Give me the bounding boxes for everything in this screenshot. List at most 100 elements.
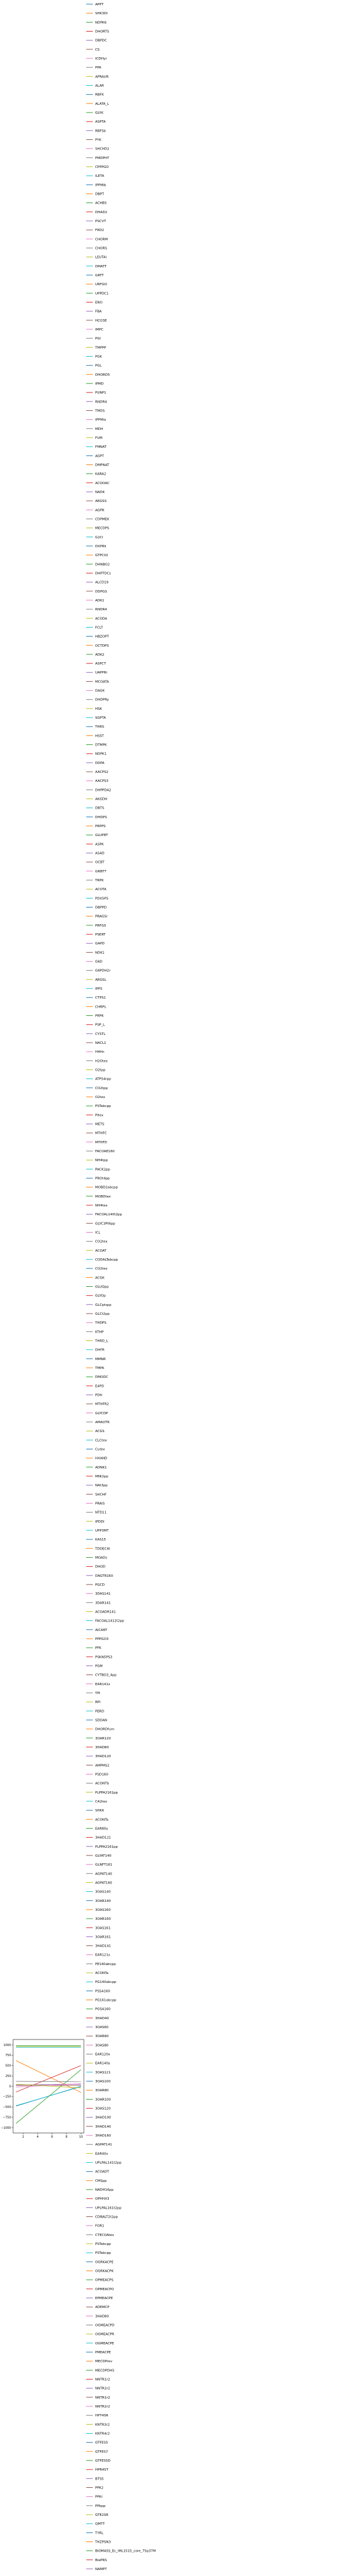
legend-label: MOADs (95, 1556, 107, 1560)
legend-label: CMSpp (95, 2179, 107, 2183)
legend-label: ACOADR141 (95, 1610, 116, 1614)
legend-item: PERD (86, 1710, 104, 1713)
legend-label: PLPPA2161pp (95, 1791, 118, 1795)
legend-item: 3HAD160 (86, 2134, 111, 2138)
legend-label: 3DAR141 (95, 1601, 111, 1605)
legend-label: PPbpp (95, 2505, 106, 2508)
legend-label: THRD_L (95, 1339, 109, 1343)
legend-label: ACHBS (95, 202, 107, 205)
legend-item: PACK2pp (86, 1168, 110, 1171)
legend-item: PLPPA2161pp (86, 1845, 118, 1849)
legend-item: NDPK6 (86, 21, 107, 24)
legend-label: PGSA160 (95, 2008, 111, 2011)
legend-label: 3OAR160 (95, 1917, 111, 1921)
legend-item: PFK (86, 1646, 102, 1650)
legend-label: ACODA (95, 617, 107, 620)
legend-label: GLCt2pp (95, 1312, 110, 1316)
legend-label: PDX5PS (95, 897, 108, 900)
legend-item: DHDPRy (86, 698, 109, 702)
legend-item: UPLPAL161t2pp (86, 2206, 122, 2210)
legend-item: ADEMCP (86, 2306, 109, 2309)
y-tick-label: −1000 (1, 2126, 11, 2130)
series-line-1 (15, 2065, 81, 2092)
legend-label: PMDPHT (95, 157, 109, 160)
legend-label: HBZOPT (95, 635, 109, 639)
y-tick-label: 500 (5, 2064, 11, 2068)
legend-label: FUM (95, 436, 102, 440)
legend-label: MTHFD (95, 1141, 107, 1144)
legend-label: RBFSb (95, 129, 106, 133)
legend-label: FCLT (95, 626, 103, 629)
legend-item: TRPK (86, 879, 104, 882)
legend-label: PRPK (95, 1015, 104, 1018)
legend-label: TDDEC4t (95, 1547, 111, 1551)
legend-item: 3OAS100 (86, 2080, 111, 2084)
legend-item: PG161abcpp (86, 1999, 117, 2003)
legend-item: ICDHyr (86, 57, 107, 61)
legend-label: TYRL (95, 2531, 104, 2535)
legend-label: PACK2pp (95, 1168, 110, 1171)
legend-item: GLNFT161 (86, 1863, 112, 1867)
legend-item: H2Otex (86, 1059, 108, 1063)
legend-label: OGMEACPR (95, 2333, 114, 2337)
legend-item: OGRKACPK (86, 2270, 114, 2274)
legend-label: AACPS3 (95, 779, 109, 783)
legend-label: 3HAD40 (95, 2017, 109, 2020)
legend-item: UPP3MT (86, 1529, 109, 1533)
legend-item: CTPS1 (86, 996, 106, 1000)
legend-label: MTHFC (95, 1132, 107, 1136)
legend-label: PSTabcpp (95, 2251, 111, 2255)
legend-item: PROt4pp (86, 1177, 110, 1181)
legend-label: AGPR (95, 509, 104, 512)
legend-label: EAR121x (95, 1954, 111, 1957)
legend-label: CDPMEK (95, 517, 109, 521)
legend-label: PSTabcpp (95, 1105, 111, 1108)
legend-item: DHFR (86, 1349, 105, 1352)
legend-item: RNDR4 (86, 608, 107, 612)
legend-item: 3OAS120 (86, 2107, 111, 2111)
legend-item: KTHP (86, 1330, 104, 1334)
legend-label: PLPPA2161pp (95, 1845, 118, 1849)
legend-label: NNTR2r2 (95, 2387, 110, 2391)
legend-label: E4PD (95, 1384, 104, 1388)
legend-label: UPPDC1 (95, 292, 109, 295)
legend-label: GLUQpp (95, 1286, 109, 1289)
y-tick-label: −500 (3, 2106, 11, 2109)
legend-item: O2tex (86, 1096, 105, 1099)
legend-item: NAt3pp (86, 1484, 108, 1487)
legend-item: PGM (86, 1664, 103, 1668)
legend-item: PGCD (86, 1583, 105, 1587)
legend-item: ASAD (86, 852, 105, 856)
legend-item: DBTS (86, 807, 105, 810)
legend-item: OGMEACPE (86, 2342, 114, 2346)
legend-label: 3HAD100 (95, 2116, 111, 2120)
legend-item: THZPSN3 (86, 2541, 111, 2544)
legend-item: PSTabcpp (86, 2243, 111, 2246)
legend-label: DHAD2 (95, 211, 107, 214)
legend-label: MECDPrev (95, 2360, 112, 2363)
legend-item: FACOAL1412t2pp (86, 1620, 124, 1623)
legend-label: H4Hn (95, 1050, 105, 1054)
legend-label: 3HAD140 (95, 2125, 111, 2129)
legend-item: GRTT (86, 274, 104, 277)
legend-item: ARGSS (86, 500, 107, 503)
legend-label: ARGSL (95, 978, 107, 982)
legend-item: DAGTR160 (86, 1574, 113, 1578)
legend-item: DDPGS (86, 590, 107, 594)
legend-item: GRBTT (86, 870, 106, 874)
legend-item: CLCtex (86, 1439, 107, 1442)
legend-label: THRS (95, 725, 105, 729)
legend-item: ACOAT (86, 1249, 106, 1253)
legend-item: FRD2 (86, 229, 104, 232)
legend-label: ALAR (95, 84, 104, 88)
legend-label: ASPCT (95, 662, 106, 666)
legend-item: GTFES5 (86, 2441, 108, 2445)
legend-item: HXAND (86, 1457, 107, 1461)
legend-item: PSTabcpp (86, 1105, 111, 1108)
legend-label: DTMPK (95, 744, 107, 747)
legend: APPT SHK3Dr NDPK6 DHORTS DBPDC CS ICDHyr PPA APR… (86, 3, 156, 2571)
legend-label: CO2tex (95, 1240, 108, 1244)
legend-item: BTS5 (86, 2477, 104, 2481)
legend-item: MMNR (86, 1358, 106, 1361)
legend-label: CA2tex (95, 1800, 108, 1804)
